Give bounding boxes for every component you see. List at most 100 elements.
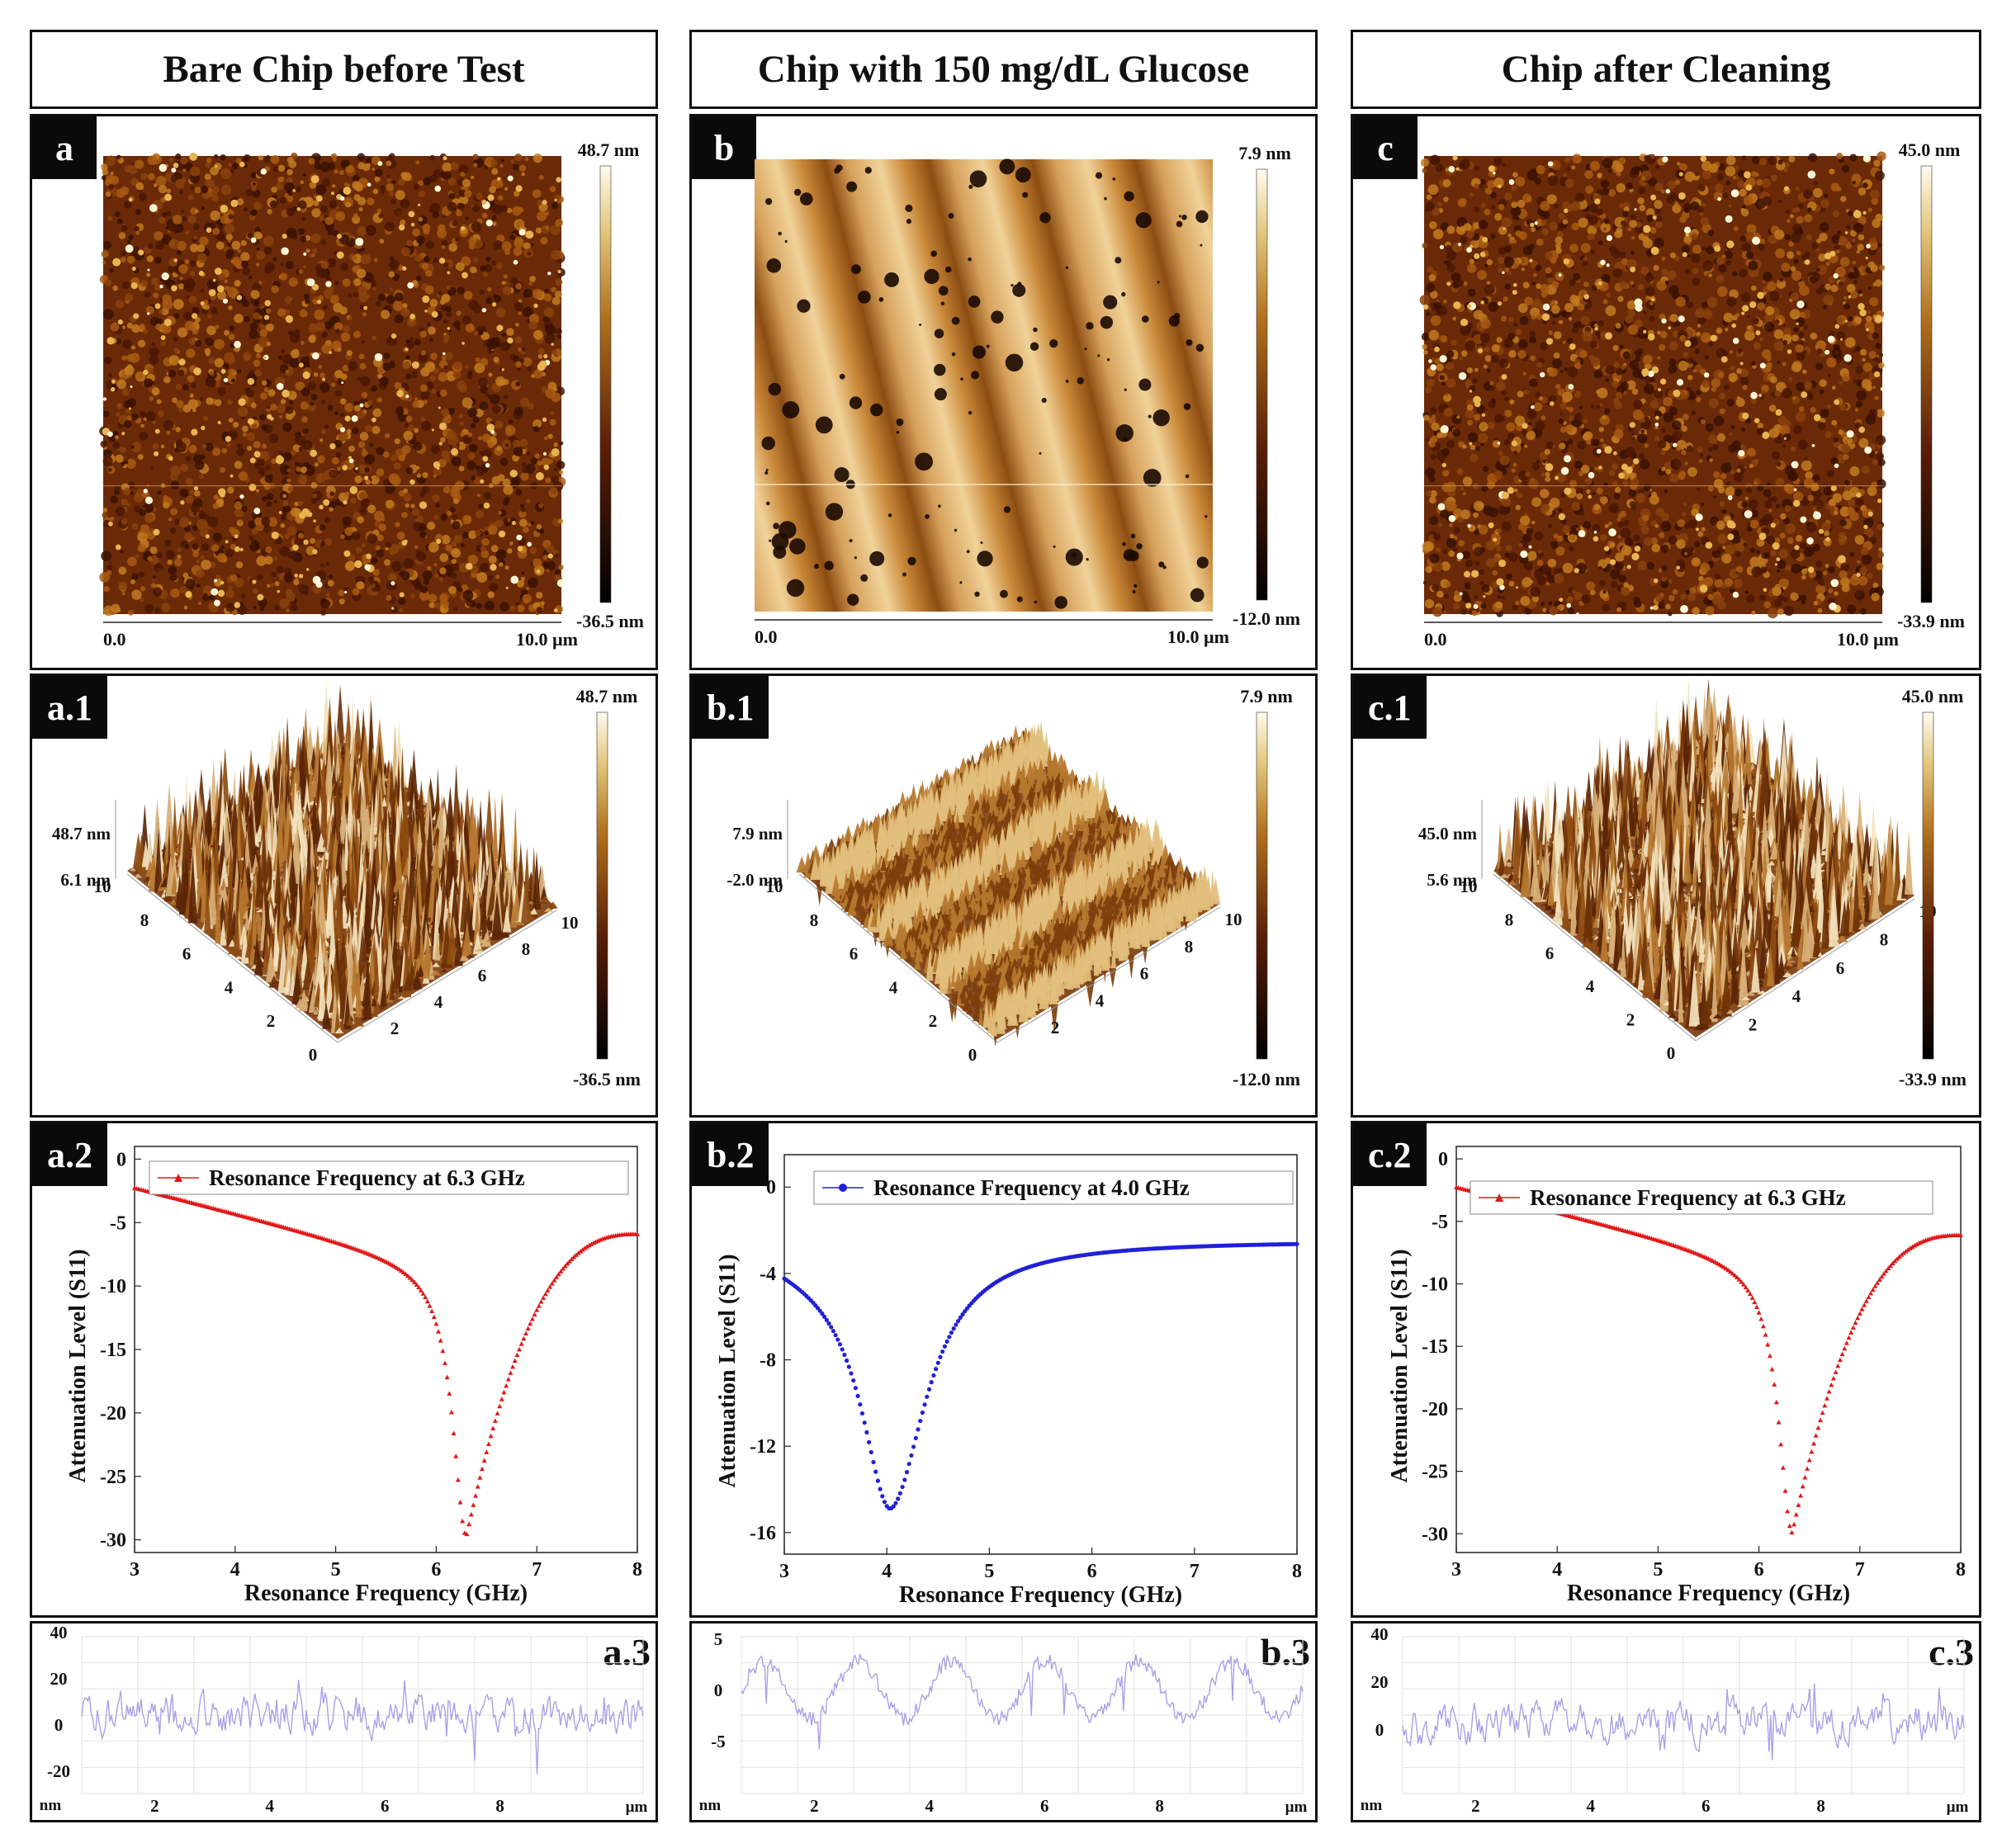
data-point xyxy=(560,1266,566,1271)
data-point xyxy=(495,1411,500,1416)
afm-grain xyxy=(206,397,214,405)
afm-grain xyxy=(495,519,504,527)
afm-grain xyxy=(478,503,484,509)
axis-tick-right: 8 xyxy=(522,939,531,959)
afm-grain xyxy=(394,381,402,390)
x-tick-label: 7 xyxy=(532,1559,542,1581)
afm-grain xyxy=(386,594,392,602)
afm-grain xyxy=(251,186,257,191)
surface-spike xyxy=(400,781,410,846)
surface-spike xyxy=(353,1017,365,1027)
afm-grain xyxy=(452,362,460,369)
afm-grain xyxy=(135,182,144,191)
data-point xyxy=(528,1321,533,1326)
afm-grain xyxy=(387,573,397,583)
afm-grain xyxy=(395,448,403,456)
afm-grain xyxy=(278,414,282,418)
afm-grain xyxy=(170,466,181,476)
data-point xyxy=(525,1326,531,1330)
afm-grain xyxy=(473,258,478,262)
afm-grain xyxy=(185,230,190,235)
afm-grain xyxy=(343,550,351,557)
afm-grain xyxy=(135,230,140,235)
x-tick-label: 3 xyxy=(130,1559,140,1581)
afm-grain xyxy=(499,508,507,517)
afm-grain xyxy=(245,188,253,196)
surface-spike xyxy=(381,796,387,807)
afm-grain xyxy=(258,337,269,347)
afm-grain xyxy=(376,397,383,403)
afm-grain xyxy=(367,533,378,544)
afm-grain xyxy=(390,454,398,461)
afm-grain xyxy=(519,438,528,447)
afm-grain xyxy=(517,604,525,612)
afm-grain xyxy=(221,447,228,454)
afm-grain xyxy=(458,384,467,393)
afm-grain xyxy=(554,198,557,201)
afm-grain xyxy=(415,551,427,562)
x-tick-label: 8 xyxy=(632,1559,642,1581)
afm-grain xyxy=(180,157,188,165)
data-point xyxy=(510,1364,516,1369)
profile-trace xyxy=(81,1680,644,1775)
afm-grain xyxy=(185,348,196,358)
afm-grain xyxy=(382,362,391,371)
afm-grain xyxy=(312,549,318,555)
afm-grain xyxy=(443,486,451,494)
afm-grain xyxy=(446,430,457,441)
afm-grain xyxy=(302,265,307,269)
afm-grain xyxy=(512,439,522,449)
afm-grain xyxy=(433,461,441,469)
afm-grain xyxy=(429,202,441,214)
afm-grain xyxy=(166,210,172,216)
afm-grain xyxy=(400,198,410,209)
afm-grain xyxy=(503,274,508,279)
afm-grain xyxy=(523,526,529,533)
afm-grain xyxy=(512,163,519,171)
afm-grain xyxy=(420,350,426,356)
afm-grain xyxy=(372,417,376,423)
afm-grain xyxy=(321,332,328,338)
afm-grain xyxy=(247,418,254,425)
afm-grain xyxy=(252,579,257,584)
afm-grain xyxy=(335,451,342,458)
surface-spike xyxy=(430,969,442,976)
x-tick-label: 8 xyxy=(495,1796,504,1816)
afm-grain xyxy=(140,279,149,287)
afm-grain xyxy=(173,163,179,168)
afm-grain xyxy=(390,333,397,339)
afm-grain xyxy=(111,379,116,384)
afm-grain xyxy=(340,534,345,540)
afm-grain xyxy=(373,258,378,262)
afm-grain xyxy=(470,266,477,274)
afm-grain xyxy=(501,241,512,252)
afm-grain xyxy=(253,508,261,515)
afm-grain xyxy=(286,157,294,164)
afm-grain xyxy=(209,594,215,601)
surface-spike xyxy=(154,828,163,892)
afm-grain xyxy=(515,381,521,387)
afm-grain xyxy=(167,560,173,565)
afm-grain xyxy=(485,256,491,262)
panel-tag: a.2 xyxy=(32,1123,107,1186)
afm-grain xyxy=(485,160,492,168)
panel-tag: a xyxy=(32,116,97,179)
afm-pit xyxy=(1022,191,1029,198)
afm-grain xyxy=(480,357,489,366)
afm-grain xyxy=(359,403,364,408)
afm-grain xyxy=(320,563,324,567)
data-point xyxy=(416,1284,422,1290)
data-point xyxy=(585,1244,590,1249)
afm-grain xyxy=(171,574,178,581)
afm-grain xyxy=(205,162,211,168)
afm-grain xyxy=(187,195,194,201)
afm-grain xyxy=(166,430,171,435)
afm-grain xyxy=(342,465,348,470)
afm-grain xyxy=(475,409,484,418)
afm-grain xyxy=(338,234,350,245)
surface-spike xyxy=(260,816,268,883)
afm-grain xyxy=(286,168,293,176)
afm-grain xyxy=(234,546,240,552)
afm-grain xyxy=(547,381,557,391)
afm-grain xyxy=(144,513,154,523)
